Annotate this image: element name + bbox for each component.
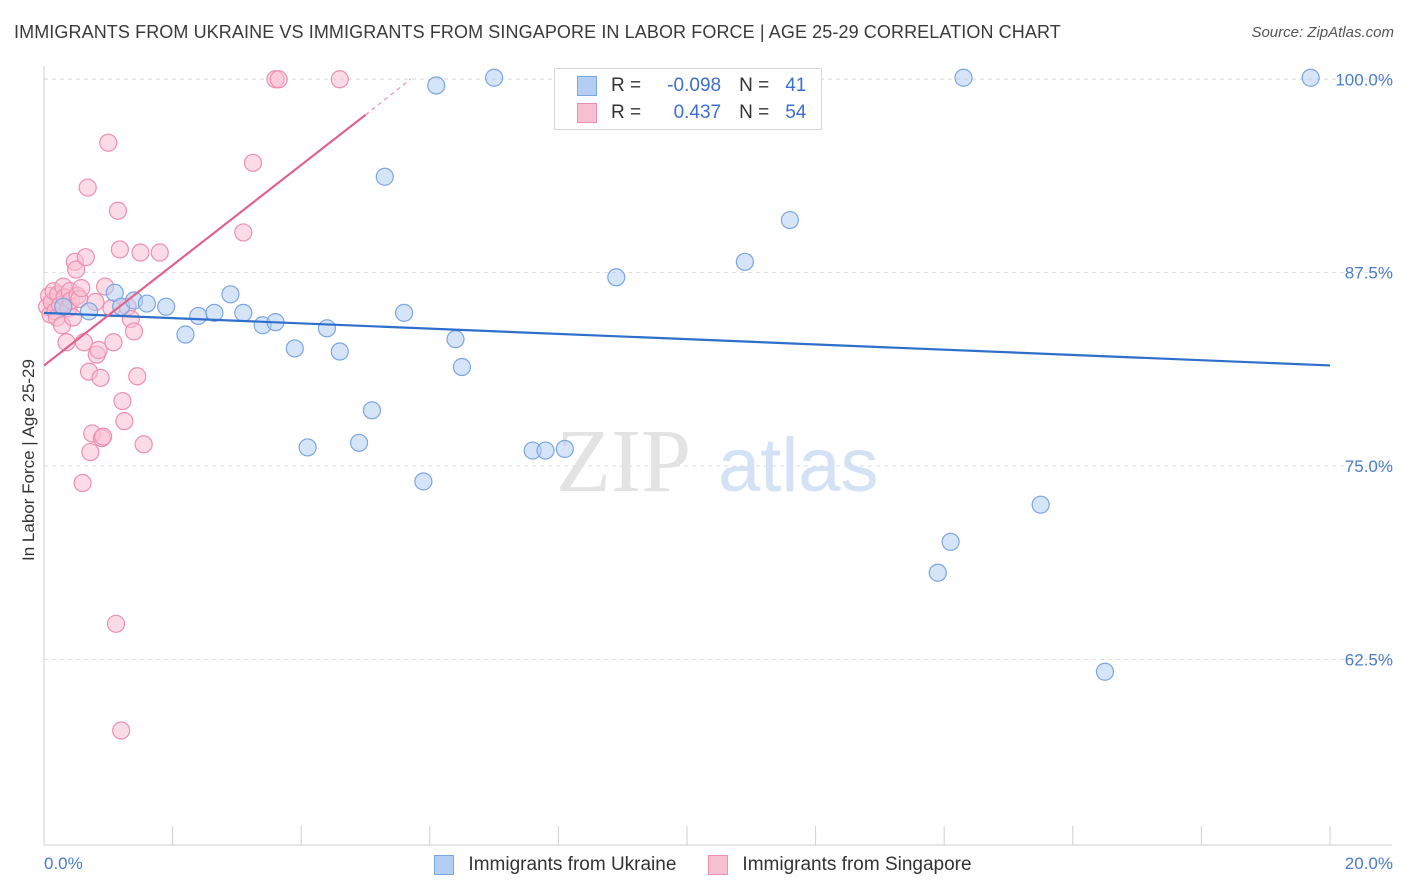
point-ukraine-39 [1301,68,1320,87]
point-singapore-49 [131,243,150,262]
point-singapore-32 [91,368,110,387]
point-ukraine-10 [221,285,240,304]
point-singapore-41 [110,240,129,259]
point-ukraine-26 [485,68,504,87]
legend-n-label: N = [739,102,770,123]
point-singapore-21 [72,279,91,298]
legend-label-ukraine: Immigrants from Ukraine [468,854,677,875]
point-ukraine-21 [394,303,414,322]
point-singapore-48 [128,367,147,386]
point-singapore-31 [89,340,108,360]
point-ukraine-16 [317,319,337,338]
point-ukraine-19 [362,401,382,420]
scatter-points [38,68,1320,740]
y-tick-label-3: 100.0% [1335,70,1393,89]
point-ukraine-14 [285,339,304,358]
source-credit: Source: ZipAtlas.com [1251,24,1394,41]
legend-r-label: R = [611,75,642,96]
point-singapore-39 [106,614,126,633]
point-ukraine-34 [928,563,947,582]
point-ukraine-15 [298,438,317,457]
chart-title: IMMIGRANTS FROM UKRAINE VS IMMIGRANTS FR… [14,22,1061,42]
point-singapore-47 [124,322,144,341]
point-singapore-50 [134,435,153,454]
legend-r-value-singapore: 0.437 [673,102,722,123]
watermark: ZIP atlas [556,412,879,511]
point-ukraine-28 [536,441,555,460]
series-legend: Immigrants from Ukraine Immigrants from … [0,851,1406,879]
point-ukraine-25 [452,357,472,377]
point-ukraine-9 [205,303,224,322]
point-singapore-44 [115,412,134,431]
legend-item-ukraine: Immigrants from Ukraine [434,854,676,876]
legend-r-value-ukraine: -0.098 [667,75,722,96]
point-singapore-24 [76,248,95,267]
point-ukraine-32 [735,252,754,271]
legend-n-label: N = [739,75,770,96]
point-ukraine-30 [607,268,626,287]
watermark-atlas: atlas [718,423,879,508]
watermark-zip: ZIP [556,412,691,511]
y-tick-label-1: 75.0% [1345,457,1393,476]
point-singapore-34 [94,427,113,446]
point-singapore-22 [73,473,92,493]
point-singapore-40 [108,201,128,220]
point-singapore-43 [113,391,132,411]
point-singapore-51 [150,243,169,262]
tick-labels: 62.5% 75.0% 87.5% 100.0% 0.0% 20.0% [44,70,1393,873]
point-ukraine-24 [446,330,465,349]
point-ukraine-1 [79,302,99,321]
correlation-legend: R = -0.098 N = 41 R = 0.437 N = 54 [554,68,822,130]
legend-swatch-singapore [577,103,597,123]
legend-row-ukraine: R = -0.098 N = 41 [577,73,806,99]
trend-line-singapore [43,113,367,367]
point-ukraine-35 [941,532,960,551]
point-ukraine-29 [555,439,574,459]
legend-swatch-singapore [708,855,729,875]
point-ukraine-11 [234,303,253,322]
legend-swatch-ukraine [577,76,597,96]
point-singapore-36 [99,133,118,152]
legend-swatch-ukraine [434,855,455,875]
point-singapore-18 [67,260,86,279]
legend-n-value-singapore: 54 [785,102,807,123]
x-tick-label-0: 0.0% [44,854,83,873]
y-tick-label-2: 87.5% [1345,264,1393,283]
point-ukraine-22 [414,472,433,491]
point-ukraine-8 [189,306,208,326]
point-ukraine-38 [1095,662,1115,681]
point-ukraine-5 [137,294,156,313]
point-ukraine-0 [54,297,73,316]
point-ukraine-23 [427,76,446,95]
trend-line-singapore-extension [365,78,411,116]
point-ukraine-20 [375,167,394,186]
point-ukraine-17 [330,342,349,361]
point-ukraine-6 [157,297,176,316]
y-tick-label-0: 62.5% [1345,650,1393,669]
point-ukraine-7 [176,325,195,344]
legend-r-label: R = [611,102,642,123]
y-axis-label: In Labor Force | Age 25-29 [19,359,38,561]
point-singapore-38 [104,333,123,352]
trend-lines [43,78,1331,367]
x-tick-label-1: 20.0% [1345,854,1393,873]
point-ukraine-33 [780,210,799,230]
legend-label-singapore: Immigrants from Singapore [742,854,972,875]
trend-line-ukraine [43,311,1331,367]
legend-item-singapore: Immigrants from Singapore [708,854,972,876]
point-singapore-56 [330,70,349,89]
point-singapore-42 [112,721,131,740]
axes [43,66,1392,846]
point-singapore-55 [269,70,288,89]
point-ukraine-37 [1031,495,1050,514]
point-singapore-27 [81,442,100,462]
point-singapore-53 [243,153,263,172]
point-ukraine-18 [349,433,369,452]
point-singapore-52 [234,223,253,242]
legend-n-value-ukraine: 41 [785,75,807,96]
legend-row-singapore: R = 0.437 N = 54 [577,100,806,126]
point-singapore-25 [78,178,97,197]
point-ukraine-36 [954,68,973,87]
